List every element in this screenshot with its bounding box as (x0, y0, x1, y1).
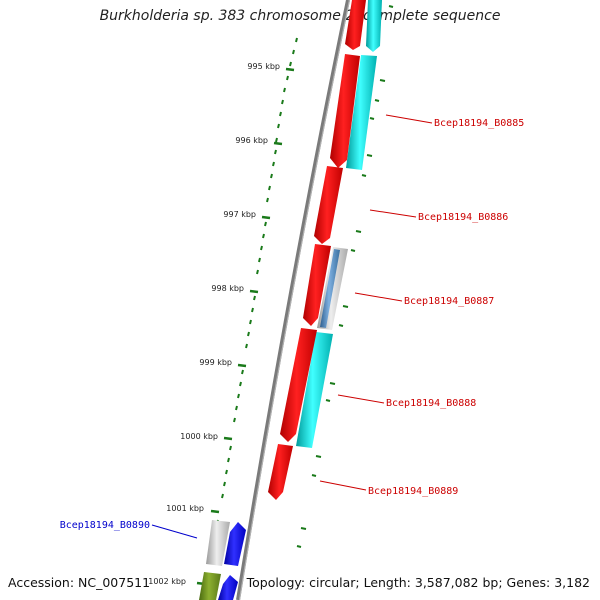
major-tick (237, 363, 247, 368)
leader-line (319, 480, 367, 491)
inner-minor-ticks (296, 5, 394, 548)
gene-feature (346, 55, 377, 170)
gene-feature (296, 332, 333, 448)
gene-feature (366, 0, 382, 52)
tick-label: 999 kbp (199, 358, 232, 367)
gene-feature (303, 244, 331, 326)
major-tick (249, 289, 259, 294)
gene-label: Bcep18194_B0887 (404, 296, 494, 307)
forward-strand-genes (218, 0, 382, 600)
major-tick (223, 436, 233, 441)
leader-line (151, 524, 198, 539)
gene-feature (199, 572, 221, 600)
gene-feature (224, 522, 246, 566)
gene-label: Bcep18194_B0888 (386, 398, 476, 409)
tick-label: 996 kbp (235, 136, 268, 145)
tick-label: 998 kbp (211, 284, 244, 293)
major-tick (273, 141, 283, 146)
tick-label: 995 kbp (247, 62, 280, 71)
major-tick (210, 509, 220, 514)
gene-feature (345, 0, 366, 50)
tick-labels: 995 kbp 996 kbp 997 kbp 998 kbp 999 kbp … (148, 62, 280, 586)
gene-label: Bcep18194_B0886 (418, 212, 508, 223)
accession-text: Accession: NC_007511 (8, 575, 151, 590)
reverse-strand-genes (199, 0, 366, 600)
tick-label: 997 kbp (223, 210, 256, 219)
chromosome-backbone (236, 0, 350, 600)
tick-label: 1001 kbp (166, 504, 204, 513)
major-tick (261, 215, 271, 220)
gene-labels: Bcep18194_B0885 Bcep18194_B0886 Bcep1819… (60, 118, 525, 531)
gene-label: Bcep18194_B0885 (434, 118, 524, 129)
label-leaders (151, 114, 433, 539)
gene-label: Bcep18194_B0889 (368, 486, 458, 497)
outer-major-ticks (196, 67, 295, 586)
tick-label: 1000 kbp (180, 432, 218, 441)
gene-label: Bcep18194_B0890 (60, 520, 150, 531)
gene-feature (280, 328, 317, 442)
leader-line (369, 209, 417, 218)
tick-label: 1002 kbp (148, 577, 186, 586)
gene-feature (268, 444, 293, 500)
leader-line (354, 292, 403, 302)
major-tick (285, 67, 295, 72)
gene-feature (314, 166, 343, 244)
leader-line (337, 394, 385, 404)
topology-text: Topology: circular; Length: 3,587,082 bp… (246, 575, 590, 590)
gene-feature (218, 575, 238, 600)
map-title: Burkholderia sp. 383 chromosome 2, compl… (99, 8, 501, 24)
gene-feature (330, 54, 360, 168)
leader-line (385, 114, 433, 124)
gene-feature (206, 520, 230, 566)
gene-feature (320, 249, 340, 328)
